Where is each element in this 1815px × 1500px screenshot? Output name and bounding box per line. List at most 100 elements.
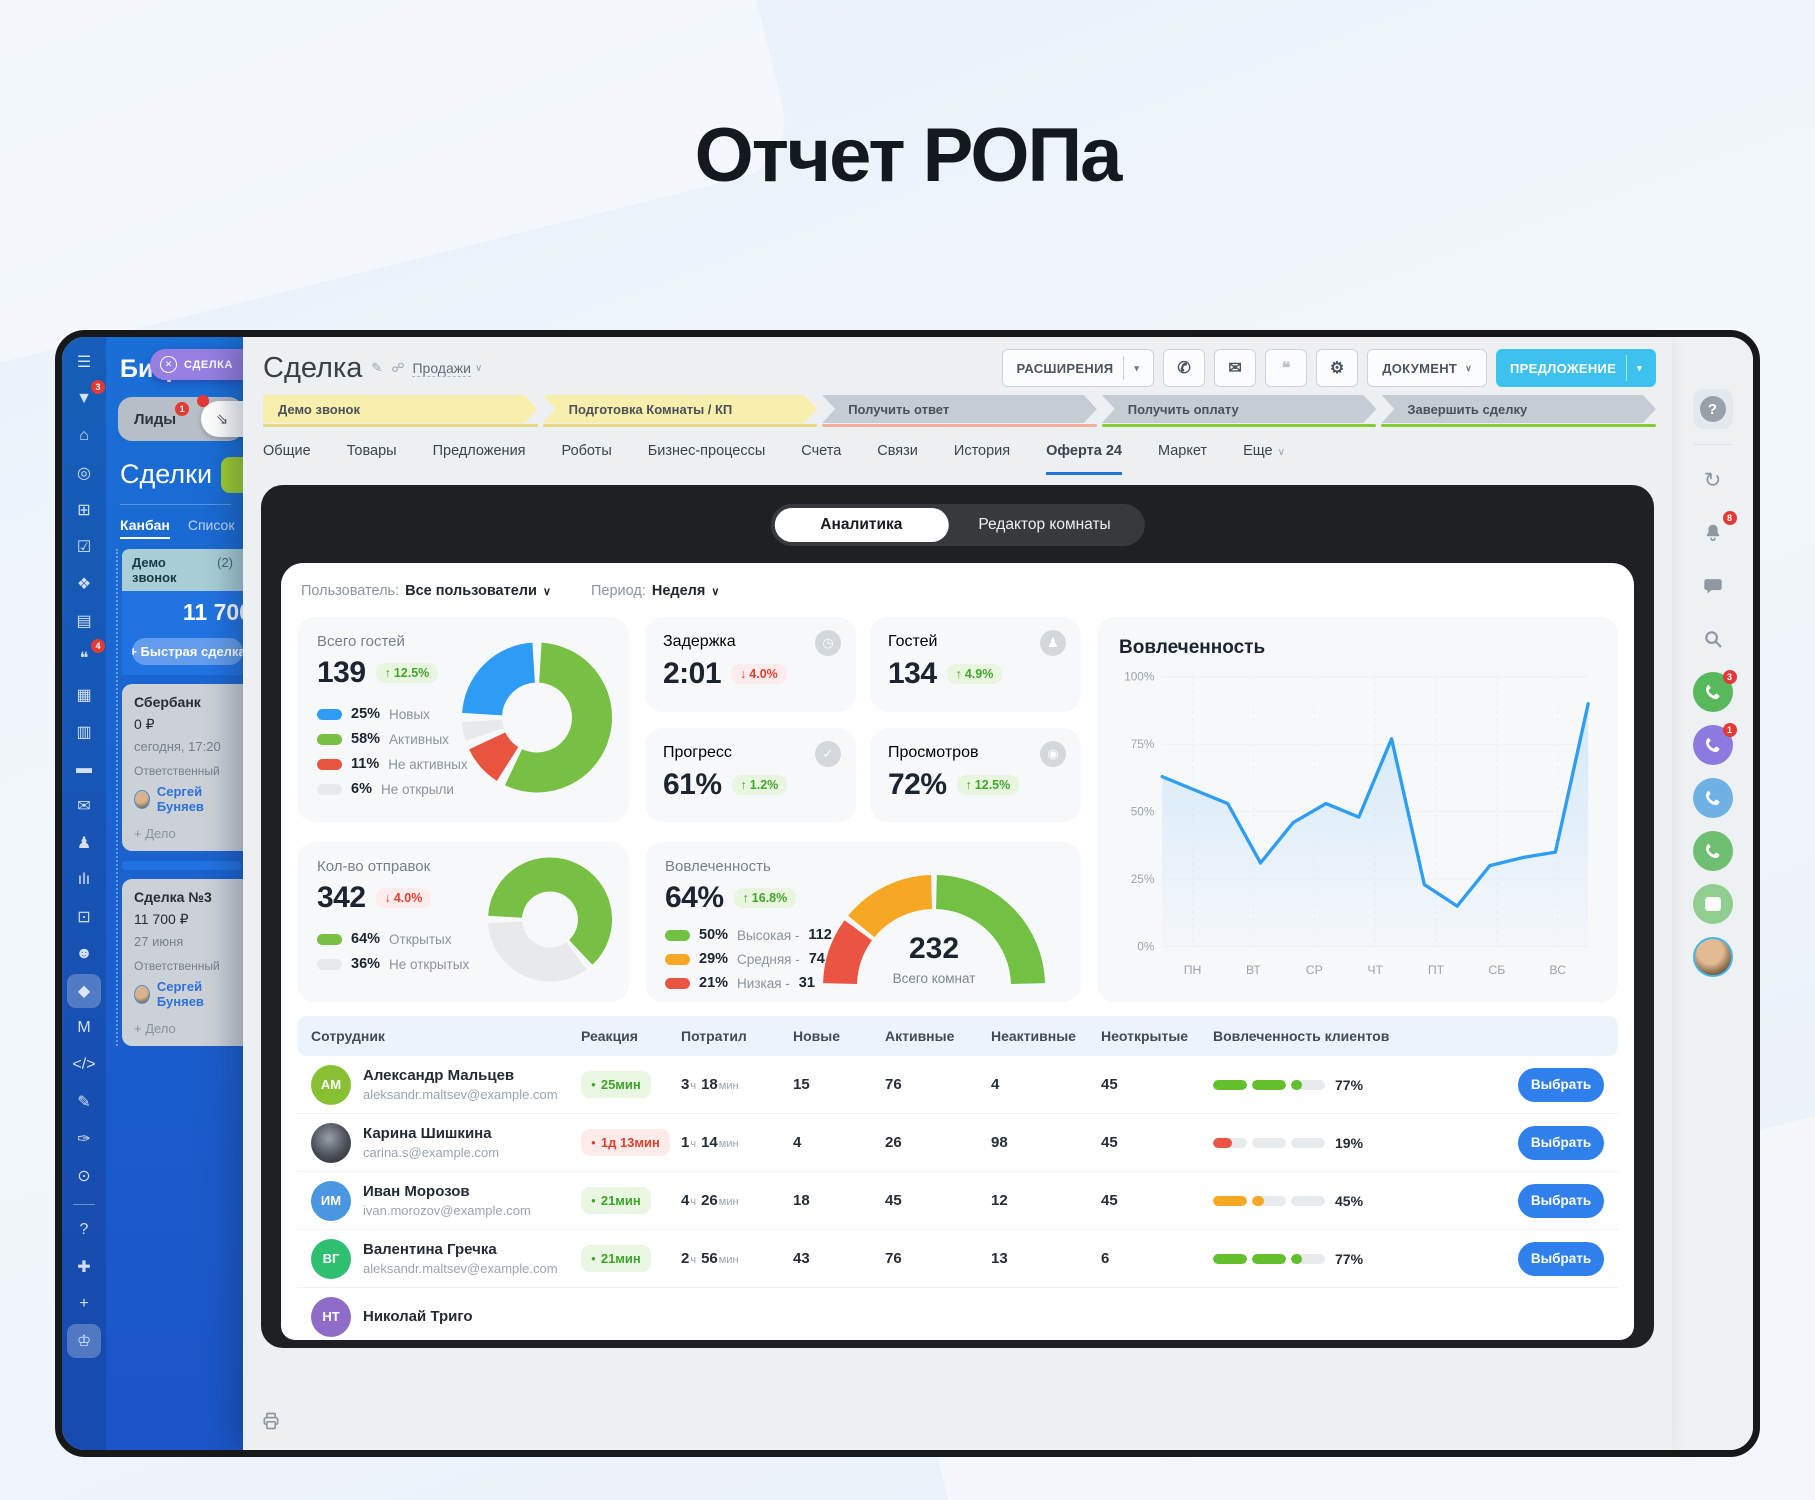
print-icon[interactable] bbox=[261, 1411, 281, 1436]
help-icon[interactable]: ? bbox=[1692, 389, 1733, 429]
market-m-icon[interactable]: M bbox=[77, 1019, 91, 1036]
add-deal-button[interactable] bbox=[221, 457, 243, 493]
integrations-icon[interactable]: ✚ bbox=[77, 1259, 91, 1276]
svg-text:ПТ: ПТ bbox=[1428, 963, 1445, 977]
tab-оферта-24[interactable]: Оферта 24 bbox=[1046, 443, 1122, 475]
storage-icon[interactable]: ◆ bbox=[67, 974, 101, 1008]
pipeline-stage[interactable]: Завершить сделку bbox=[1381, 395, 1656, 427]
crm-entity-tabs: Лиды 1 Сд ⇘ bbox=[118, 395, 243, 441]
link-icon[interactable]: ☍ bbox=[391, 360, 405, 375]
offer-button[interactable]: ПРЕДЛОЖЕНИЕ ▾ bbox=[1496, 349, 1656, 387]
search-icon[interactable] bbox=[1693, 619, 1733, 659]
quick-add-deal-button[interactable]: + Быстрая сделка bbox=[132, 638, 243, 665]
view-tab-канбан[interactable]: Канбан bbox=[120, 517, 170, 539]
analytics-icon[interactable]: ılı bbox=[77, 871, 91, 888]
delta-badge: ↑ 1.2% bbox=[731, 774, 788, 795]
pipeline-stage[interactable]: Подготовка Комнаты / КП bbox=[542, 395, 818, 427]
tab-предложения[interactable]: Предложения bbox=[432, 443, 526, 459]
legend-swatch bbox=[317, 933, 342, 945]
view-tab-список[interactable]: Список bbox=[187, 517, 235, 533]
telephony-phone-icon-green[interactable]: 3 bbox=[1692, 670, 1737, 712]
tasks-icon[interactable]: ☑ bbox=[76, 539, 92, 556]
deal-slider-chip[interactable]: ✕ СДЕЛКА bbox=[150, 349, 243, 380]
shop-icon[interactable]: ⊞ bbox=[77, 502, 91, 519]
documents-icon[interactable]: ▥ bbox=[76, 724, 92, 741]
tab-бизнес-процессы[interactable]: Бизнес-процессы bbox=[647, 443, 766, 459]
document-button[interactable]: ДОКУМЕНТ ∨ bbox=[1367, 349, 1488, 387]
legend-swatch bbox=[317, 733, 342, 745]
telephony-phone-icon-green2[interactable] bbox=[1692, 831, 1733, 871]
collapse-slider-button[interactable]: ⇘ bbox=[201, 401, 243, 437]
company-icon[interactable]: ⌂ bbox=[79, 427, 89, 444]
history-icon[interactable]: ↻ bbox=[1703, 468, 1722, 492]
select-button[interactable]: Выбрать bbox=[1518, 1125, 1604, 1160]
tab-товары[interactable]: Товары bbox=[346, 443, 397, 459]
select-button[interactable]: Выбрать bbox=[1518, 1241, 1604, 1276]
tab-еще[interactable]: Еще ∨ bbox=[1243, 443, 1285, 459]
chat-button[interactable]: ❝ bbox=[1265, 349, 1308, 387]
engagement-bars bbox=[1213, 1195, 1325, 1206]
pipeline-stage[interactable]: Получить ответ bbox=[822, 395, 1097, 427]
svg-text:100%: 100% bbox=[1124, 671, 1155, 684]
tab-связи[interactable]: Связи bbox=[877, 443, 918, 459]
idcard-icon[interactable]: ⊡ bbox=[77, 909, 91, 926]
offer24-panel: Аналитика Редактор комнаты Пользователь:… bbox=[261, 485, 1654, 1348]
responsible-link[interactable]: Сергей Буняев bbox=[156, 784, 204, 814]
sign-icon[interactable]: ✑ bbox=[77, 1131, 91, 1148]
telephony-phone-icon-purple[interactable]: 1 bbox=[1692, 723, 1737, 765]
tab-маркет[interactable]: Маркет bbox=[1157, 443, 1208, 459]
notifications-bell-icon[interactable]: 8 bbox=[1693, 511, 1737, 553]
extensions-button[interactable]: РАСШИРЕНИЯ ▾ bbox=[1001, 349, 1155, 387]
select-button[interactable]: Выбрать bbox=[1518, 1067, 1604, 1102]
add-todo-link[interactable]: + Дело bbox=[134, 1021, 176, 1036]
responsible-link[interactable]: Сергей Буняев bbox=[156, 979, 204, 1009]
tab-общие[interactable]: Общие bbox=[263, 443, 311, 459]
payments-icon[interactable]: ▬ bbox=[76, 760, 92, 777]
upgrade-crown-icon[interactable]: ♔ bbox=[67, 1324, 101, 1358]
marketing-icon[interactable]: ◎ bbox=[77, 465, 91, 482]
kanban-column-header[interactable]: Демо звонок (2) bbox=[122, 549, 243, 591]
add-icon[interactable]: + bbox=[79, 1295, 89, 1312]
close-icon[interactable]: ✕ bbox=[160, 356, 178, 373]
pipeline-stage[interactable]: Демо звонок bbox=[263, 395, 538, 427]
toggle-analytics[interactable]: Аналитика bbox=[774, 508, 949, 542]
period-filter-dropdown[interactable]: Период: Неделя ∨ bbox=[590, 583, 720, 599]
settings-button[interactable]: ⚙ bbox=[1316, 349, 1359, 387]
call-button[interactable]: ✆ bbox=[1163, 349, 1206, 387]
kanban-card[interactable]: Сделка №3 11 700 ₽ 27 июня Ответственный… bbox=[122, 879, 243, 1046]
user-filter-dropdown[interactable]: Пользователь: Все пользователи ∨ bbox=[301, 583, 551, 599]
mail-icon[interactable]: ✉ bbox=[77, 798, 91, 815]
select-button[interactable]: Выбрать bbox=[1518, 1183, 1604, 1218]
crm-funnel-icon[interactable]: ▼ 3 bbox=[67, 380, 105, 416]
edit-pencil-icon[interactable]: ✎ bbox=[371, 360, 383, 375]
kanban-card[interactable]: Сбербанк 0 ₽ сегодня, 17:20 Ответственны… bbox=[122, 684, 243, 851]
email-button[interactable]: ✉ bbox=[1214, 349, 1257, 387]
tab-роботы[interactable]: Роботы bbox=[561, 443, 612, 459]
kanban-selected-card[interactable]: 11 700 ₽ + Быстрая сделка bbox=[122, 591, 243, 675]
menu-icon[interactable]: ☰ bbox=[76, 354, 92, 371]
legend-swatch bbox=[665, 953, 690, 965]
feed-icon[interactable]: ▤ bbox=[76, 613, 92, 630]
more-circle-icon[interactable]: ⊙ bbox=[77, 1168, 91, 1185]
developer-icon[interactable]: </> bbox=[72, 1056, 96, 1073]
telephony-phone-icon-blue[interactable] bbox=[1692, 778, 1733, 818]
messenger-chat-icon[interactable] bbox=[1693, 566, 1733, 606]
pipeline-selector[interactable]: Продажи bbox=[412, 359, 471, 377]
tab-история[interactable]: История bbox=[953, 443, 1011, 459]
calendar-icon[interactable]: ▦ bbox=[76, 687, 92, 704]
guests-donut-chart bbox=[461, 641, 613, 798]
support-icon[interactable]: ? bbox=[79, 1221, 89, 1238]
pipeline-stage[interactable]: Получить оплату bbox=[1101, 395, 1377, 427]
tasks-list-icon[interactable] bbox=[1692, 884, 1733, 924]
tab-счета[interactable]: Счета bbox=[801, 443, 842, 459]
profile-avatar[interactable] bbox=[1692, 937, 1733, 977]
column-header: Неактивные bbox=[991, 1028, 1076, 1044]
notes-icon[interactable]: ✎ bbox=[77, 1094, 91, 1111]
tab-leads[interactable]: Лиды 1 bbox=[134, 401, 190, 428]
messenger-icon[interactable]: ❝ 4 bbox=[67, 639, 105, 675]
people-icon[interactable]: ♟ bbox=[76, 835, 92, 852]
robot-icon[interactable]: ☻ bbox=[75, 945, 93, 962]
add-todo-link[interactable]: + Дело bbox=[134, 826, 176, 841]
toggle-room-editor[interactable]: Редактор комнаты bbox=[978, 516, 1111, 533]
automation-icon[interactable]: ❖ bbox=[76, 576, 92, 593]
